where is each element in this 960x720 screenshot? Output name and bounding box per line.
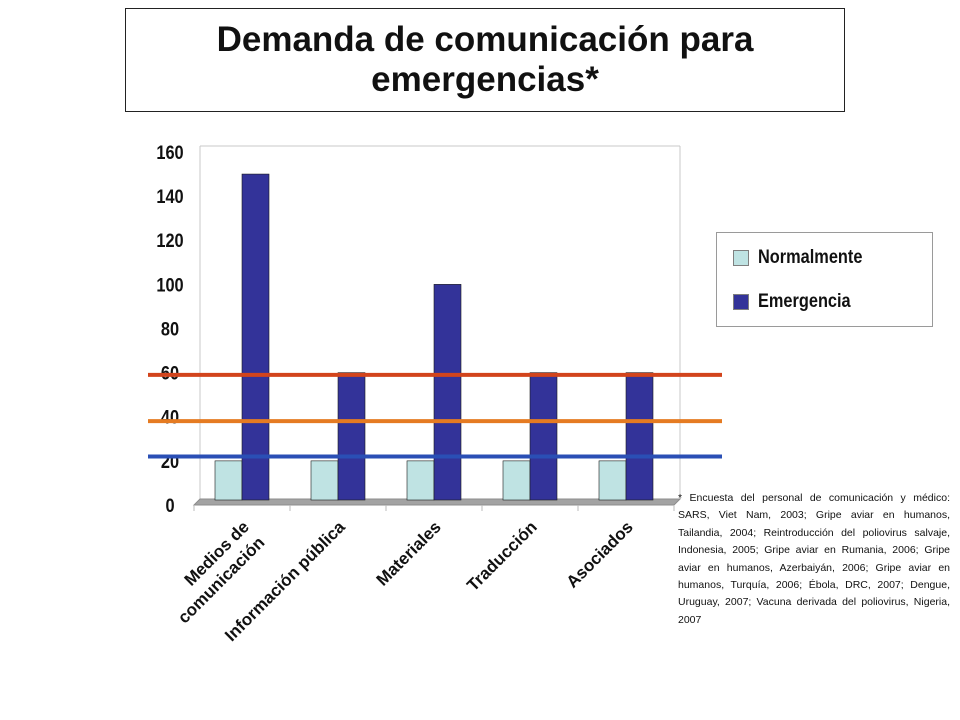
x-category-label-group: Traducción — [463, 517, 541, 595]
y-tick-label: 40 — [161, 407, 179, 428]
legend-swatch-normalmente — [733, 250, 749, 266]
footnote: * Encuesta del personal de comunicación … — [678, 492, 950, 626]
bar-emergencia — [529, 372, 558, 501]
y-tick-label: 80 — [161, 318, 179, 339]
legend-label-normalmente: Normalmente — [758, 247, 863, 268]
bar-emergencia — [433, 284, 462, 501]
y-tick-label: 120 — [156, 230, 183, 251]
legend-label-emergencia: Emergencia — [758, 291, 851, 312]
y-tick-label: 20 — [161, 451, 179, 472]
legend-item-normalmente: Normalmente — [733, 247, 879, 269]
bar-normalmente — [598, 460, 627, 501]
x-category-label-group: Asociados — [563, 517, 637, 591]
legend-item-emergencia: Emergencia — [733, 291, 866, 313]
x-category-label-group: Materiales — [373, 517, 445, 589]
bar-normalmente — [214, 460, 243, 501]
bar-emergencia — [241, 173, 270, 501]
bar-emergencia — [625, 372, 654, 501]
y-tick-label: 140 — [156, 186, 183, 207]
legend: Normalmente Emergencia — [716, 232, 933, 327]
y-tick-label: 160 — [156, 142, 183, 163]
chart-title: Demanda de comunicación para emergencias… — [216, 20, 754, 99]
bar-normalmente — [406, 460, 435, 501]
x-category-label: Asociados — [563, 517, 637, 591]
plot-floor — [192, 498, 682, 506]
legend-swatch-emergencia — [733, 294, 749, 310]
bar-normalmente — [502, 460, 531, 501]
bar-normalmente — [310, 460, 339, 501]
x-category-label: Materiales — [373, 517, 445, 589]
y-tick-label: 0 — [165, 495, 174, 516]
y-tick-label: 100 — [156, 274, 183, 295]
bar-emergencia — [337, 372, 366, 501]
x-category-label: Traducción — [463, 517, 541, 595]
title-box: Demanda de comunicación para emergencias… — [125, 8, 845, 112]
